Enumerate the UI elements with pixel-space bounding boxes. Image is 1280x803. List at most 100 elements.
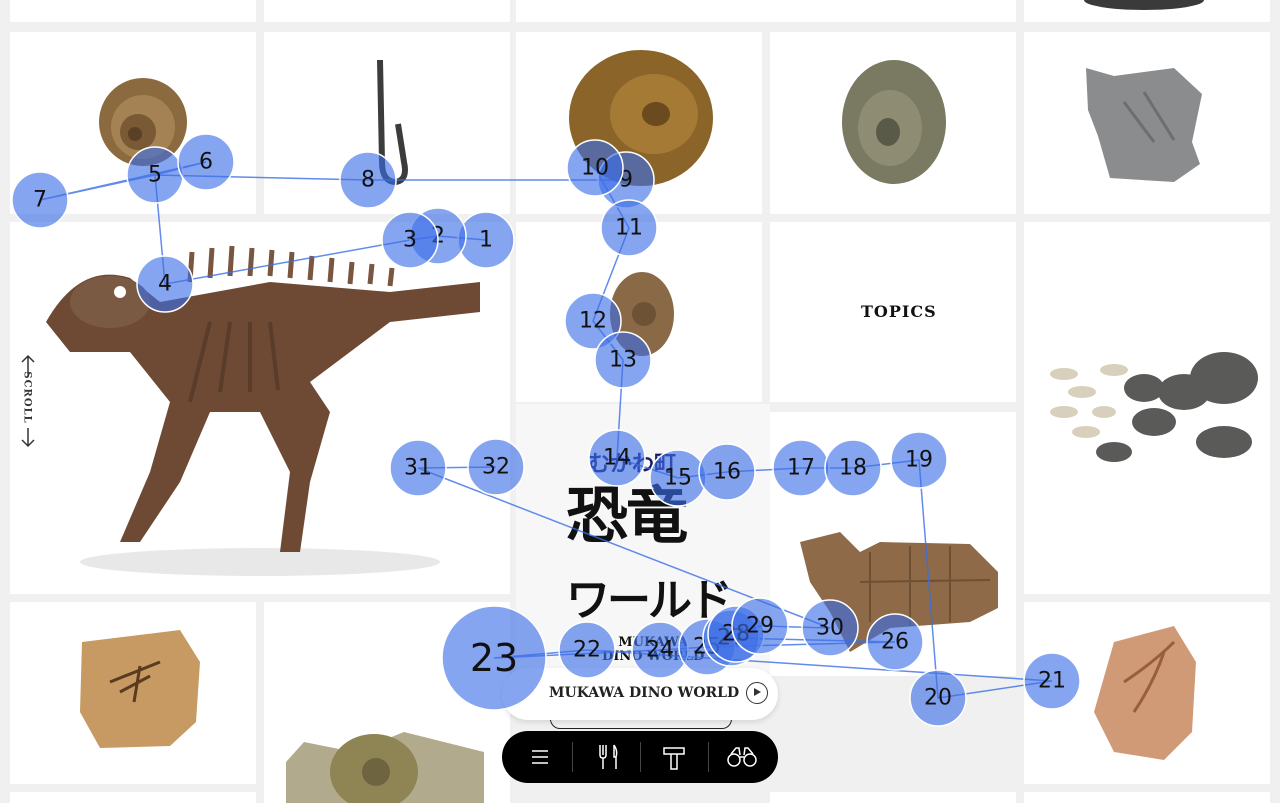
marker-12[interactable]: 12 [564,292,622,350]
marker-circle [801,599,859,657]
marker-label: 3 [403,228,417,253]
play-icon [746,682,768,704]
marker-label: 10 [581,156,609,181]
marker-11[interactable]: 11 [600,199,658,257]
marker-21[interactable]: 21 [1023,652,1081,710]
marker-label: 17 [787,456,815,481]
marker-circle [698,443,756,501]
menu-icon [532,750,548,764]
marker-circle [564,292,622,350]
marker-20[interactable]: 20 [909,669,967,727]
marker-16[interactable]: 16 [698,443,756,501]
bottom-nav [502,731,778,783]
tile-bottom-3[interactable] [1024,792,1270,803]
tile-dinosaur-skeleton[interactable] [10,222,510,594]
marker-10[interactable]: 10 [566,139,624,197]
marker-6[interactable]: 6 [177,133,235,191]
marker-label: 8 [361,168,375,193]
marker-29[interactable]: 29 [731,597,789,655]
marker-label: 5 [148,163,162,188]
leaf-fossil-image [1094,626,1196,760]
ammonite-fossil-image [842,60,946,184]
tile-bottom-2[interactable] [770,792,1016,803]
marker-5[interactable]: 5 [126,146,184,204]
marker-label: 15 [664,466,692,491]
marker-26[interactable]: 26 [866,613,924,671]
marker-7[interactable]: 7 [11,171,69,229]
logo-title-line2: ワールド [566,575,733,626]
marker-label: 11 [615,216,643,241]
marker-32[interactable]: 32 [467,438,525,496]
marker-label: 1 [479,228,493,253]
marker-circle [1023,652,1081,710]
marker-label: 14 [603,446,631,471]
tile-flipper-fossil[interactable] [1024,222,1270,594]
marker-circle [11,171,69,229]
marker-label: 24 [646,638,674,663]
tile-bottom-1[interactable] [10,792,256,803]
nav-separator [572,742,573,772]
excavation-button[interactable] [640,731,708,783]
marker-4[interactable]: 4 [136,255,194,313]
nav-separator [708,742,709,772]
marker-31[interactable]: 31 [389,439,447,497]
ammonite-fossil-image [286,732,484,803]
marker-circle [594,331,652,389]
hammer-icon [663,747,685,770]
marker-label: 16 [713,460,741,485]
marker-22[interactable]: 22 [558,621,616,679]
sightseeing-button[interactable] [708,731,776,783]
pill-underline [550,712,732,729]
marker-circle [558,621,616,679]
marker-15[interactable]: 15 [649,449,707,507]
tile-plant-fossil[interactable] [1024,32,1270,214]
tile-topics[interactable]: TOPICS [770,222,1016,402]
nav-separator [640,742,641,772]
marker-13[interactable]: 13 [594,331,652,389]
mukawa-dino-world-button[interactable]: MUKAWA DINO WORLD [502,668,778,720]
flipper-fossil-image [1050,352,1258,462]
marker-label: 21 [1038,669,1066,694]
marker-30[interactable]: 30 [801,599,859,657]
tile-rock-fossil[interactable] [10,602,256,784]
marker-circle [866,613,924,671]
marker-label: 31 [404,456,432,481]
tile-top-3[interactable] [516,0,1016,22]
fork-knife-icon [599,744,618,769]
marker-label: 4 [158,272,172,297]
marker-3[interactable]: 3 [381,211,439,269]
plant-fossil-image [1086,68,1202,182]
marker-circle [566,139,624,197]
ammonite-fossil-image [99,78,187,166]
fossil-image [1084,0,1204,10]
restaurant-button[interactable] [574,731,642,783]
rock-fossil-image [80,630,200,748]
marker-circle [731,597,789,655]
pill-label: MUKAWA DINO WORLD [549,685,740,701]
marker-circle [177,133,235,191]
marker-18[interactable]: 18 [824,439,882,497]
marker-19[interactable]: 19 [890,431,948,489]
marker-label: 32 [482,455,510,480]
marker-circle [890,431,948,489]
tile-ammonite-3[interactable] [770,32,1016,214]
tile-top-2[interactable] [264,0,510,22]
marker-label: 29 [746,614,774,639]
marker-17[interactable]: 17 [772,439,830,497]
marker-label: 13 [609,348,637,373]
marker-14[interactable]: 14 [588,429,646,487]
marker-label: 30 [816,616,844,641]
dinosaur-skeleton-image [46,245,480,576]
marker-circle [909,669,967,727]
marker-label: 22 [573,638,601,663]
tile-top-4[interactable] [1024,0,1270,22]
marker-label: 20 [924,686,952,711]
marker-23[interactable]: 23 [441,605,547,711]
scroll-arrows-icon [21,354,35,448]
marker-circle [588,429,646,487]
menu-button[interactable] [506,731,574,783]
marker-label: 18 [839,456,867,481]
marker-8[interactable]: 8 [339,151,397,209]
tile-top-1[interactable] [10,0,256,22]
